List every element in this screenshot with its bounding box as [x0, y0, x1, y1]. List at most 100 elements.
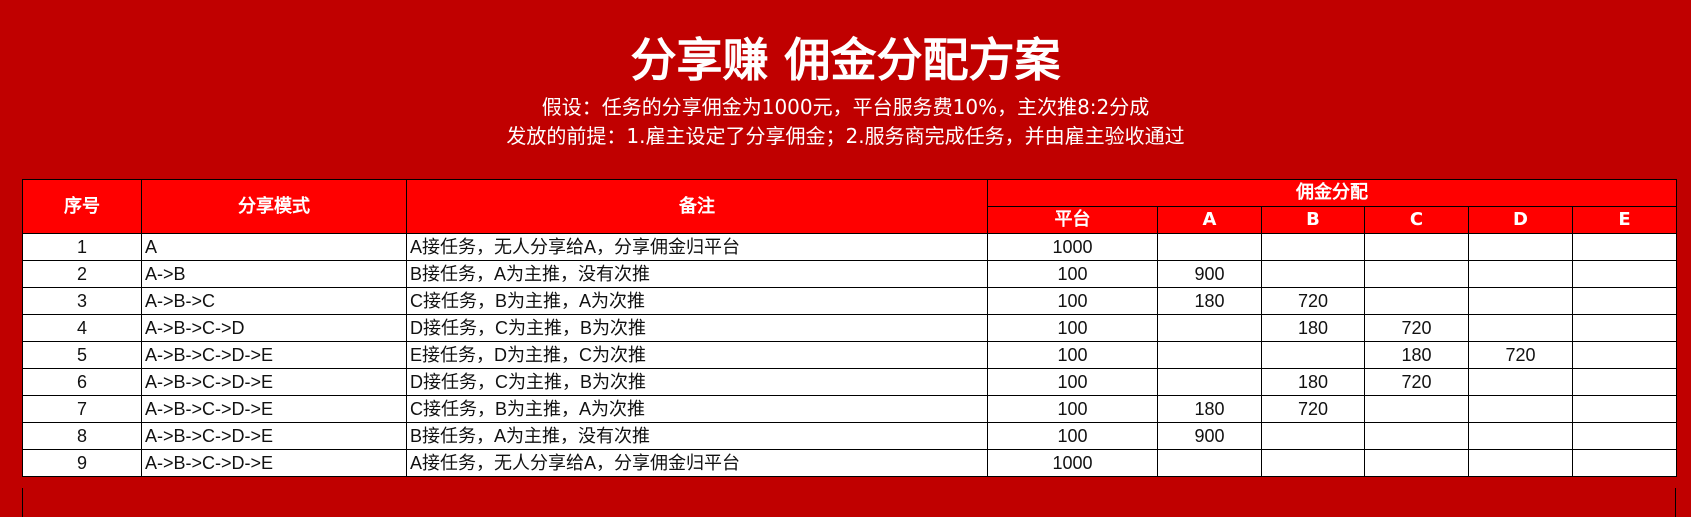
cell-amount-C[interactable] — [1364, 287, 1469, 315]
cell-amount-D[interactable] — [1468, 287, 1573, 315]
cell-amount-A[interactable] — [1157, 233, 1262, 261]
cell-amount-A[interactable]: 180 — [1157, 287, 1262, 315]
cell-mode[interactable]: A->B->C — [141, 287, 407, 315]
header-col-E: E — [1571, 206, 1678, 234]
cell-amount-B[interactable] — [1261, 341, 1365, 369]
cell-index[interactable]: 9 — [22, 449, 142, 477]
cell-amount-D[interactable]: 720 — [1468, 341, 1573, 369]
cell-amount-D[interactable] — [1468, 260, 1573, 288]
cell-amount-平台[interactable]: 100 — [987, 422, 1158, 450]
cell-note[interactable]: B接任务，A为主推，没有次推 — [406, 422, 988, 450]
cell-amount-E[interactable] — [1571, 314, 1678, 342]
cell-amount-A[interactable] — [1157, 449, 1262, 477]
cell-note[interactable]: B接任务，A为主推，没有次推 — [406, 260, 988, 288]
cell-index[interactable]: 1 — [22, 233, 142, 261]
cell-amount-E[interactable] — [1571, 395, 1678, 423]
header-col-B: B — [1261, 206, 1365, 234]
cell-amount-C[interactable]: 720 — [1364, 314, 1469, 342]
cell-amount-平台[interactable]: 100 — [987, 368, 1158, 396]
cell-amount-平台[interactable]: 1000 — [987, 449, 1158, 477]
cell-amount-平台[interactable]: 100 — [987, 314, 1158, 342]
cell-amount-D[interactable] — [1468, 395, 1573, 423]
cell-amount-E[interactable] — [1571, 422, 1678, 450]
cell-amount-C[interactable]: 180 — [1364, 341, 1469, 369]
header-col-D: D — [1468, 206, 1573, 234]
cell-note[interactable]: A接任务，无人分享给A，分享佣金归平台 — [406, 449, 988, 477]
cell-amount-E[interactable] — [1571, 260, 1678, 288]
cell-amount-B[interactable]: 720 — [1261, 287, 1365, 315]
cell-amount-B[interactable] — [1261, 233, 1365, 261]
cell-amount-平台[interactable]: 100 — [987, 287, 1158, 315]
cell-note[interactable]: D接任务，C为主推，B为次推 — [406, 368, 988, 396]
page-title: 分享赚 佣金分配方案 — [630, 33, 1061, 87]
cell-amount-E[interactable] — [1571, 287, 1678, 315]
assumption-text: 假设：任务的分享佣金为1000元，平台服务费10%，主次推8:2分成 — [541, 95, 1150, 119]
cell-amount-B[interactable]: 180 — [1261, 368, 1365, 396]
cell-mode[interactable]: A->B->C->D->E — [141, 449, 407, 477]
table-row: 5 A->B->C->D->E E接任务，D为主推，C为次推 100 180 720 — [22, 341, 1678, 369]
cell-amount-B[interactable] — [1261, 449, 1365, 477]
cell-note[interactable]: D接任务，C为主推，B为次推 — [406, 314, 988, 342]
cell-amount-平台[interactable]: 1000 — [987, 233, 1158, 261]
header-note: 备注 — [406, 179, 988, 234]
cell-amount-E[interactable] — [1571, 233, 1678, 261]
cell-amount-B[interactable]: 720 — [1261, 395, 1365, 423]
cell-amount-A[interactable] — [1157, 314, 1262, 342]
cell-index[interactable]: 2 — [22, 260, 142, 288]
cell-amount-A[interactable]: 900 — [1157, 260, 1262, 288]
cell-mode[interactable]: A->B — [141, 260, 407, 288]
cell-mode[interactable]: A — [141, 233, 407, 261]
cell-mode[interactable]: A->B->C->D->E — [141, 341, 407, 369]
cell-amount-B[interactable] — [1261, 260, 1365, 288]
cell-index[interactable]: 3 — [22, 287, 142, 315]
cell-amount-平台[interactable]: 100 — [987, 395, 1158, 423]
cell-amount-D[interactable] — [1468, 449, 1573, 477]
cell-amount-B[interactable] — [1261, 422, 1365, 450]
cell-index[interactable]: 7 — [22, 395, 142, 423]
cell-index[interactable]: 4 — [22, 314, 142, 342]
cell-note[interactable]: C接任务，B为主推，A为次推 — [406, 395, 988, 423]
cell-index[interactable]: 5 — [22, 341, 142, 369]
footer-band — [22, 488, 1676, 517]
cell-amount-C[interactable] — [1364, 260, 1469, 288]
header-col-A: A — [1157, 206, 1262, 234]
header-commission-group: 佣金分配 — [986, 179, 1678, 207]
cell-amount-E[interactable] — [1571, 449, 1678, 477]
cell-amount-E[interactable] — [1571, 368, 1678, 396]
cell-mode[interactable]: A->B->C->D->E — [141, 368, 407, 396]
cell-amount-A[interactable]: 900 — [1157, 422, 1262, 450]
cell-note[interactable]: E接任务，D为主推，C为次推 — [406, 341, 988, 369]
cell-note[interactable]: A接任务，无人分享给A，分享佣金归平台 — [406, 233, 988, 261]
cell-amount-D[interactable] — [1468, 422, 1573, 450]
cell-amount-A[interactable]: 180 — [1157, 395, 1262, 423]
cell-amount-C[interactable]: 720 — [1364, 368, 1469, 396]
cell-mode[interactable]: A->B->C->D->E — [141, 422, 407, 450]
cell-amount-C[interactable] — [1364, 395, 1469, 423]
table-row: 9 A->B->C->D->E A接任务，无人分享给A，分享佣金归平台 1000 — [22, 449, 1678, 477]
cell-index[interactable]: 8 — [22, 422, 142, 450]
cell-amount-C[interactable] — [1364, 449, 1469, 477]
table-row: 1 A A接任务，无人分享给A，分享佣金归平台 1000 — [22, 233, 1678, 261]
cell-amount-D[interactable] — [1468, 233, 1573, 261]
table-row: 4 A->B->C->D D接任务，C为主推，B为次推 100 180 720 — [22, 314, 1678, 342]
cell-mode[interactable]: A->B->C->D->E — [141, 395, 407, 423]
cell-note[interactable]: C接任务，B为主推，A为次推 — [406, 287, 988, 315]
cell-amount-C[interactable] — [1364, 233, 1469, 261]
cell-amount-D[interactable] — [1468, 368, 1573, 396]
cell-amount-E[interactable] — [1571, 341, 1678, 369]
table-row: 3 A->B->C C接任务，B为主推，A为次推 100 180 720 — [22, 287, 1678, 315]
cell-mode[interactable]: A->B->C->D — [141, 314, 407, 342]
table-row: 7 A->B->C->D->E C接任务，B为主推，A为次推 100 180 720 — [22, 395, 1678, 423]
cell-amount-平台[interactable]: 100 — [987, 260, 1158, 288]
table-row: 8 A->B->C->D->E B接任务，A为主推，没有次推 100 900 — [22, 422, 1678, 450]
cell-amount-C[interactable] — [1364, 422, 1469, 450]
cell-amount-D[interactable] — [1468, 314, 1573, 342]
header-index: 序号 — [22, 179, 142, 234]
cell-amount-A[interactable] — [1157, 368, 1262, 396]
table-row: 2 A->B B接任务，A为主推，没有次推 100 900 — [22, 260, 1678, 288]
cell-amount-A[interactable] — [1157, 341, 1262, 369]
cell-amount-B[interactable]: 180 — [1261, 314, 1365, 342]
cell-index[interactable]: 6 — [22, 368, 142, 396]
cell-amount-平台[interactable]: 100 — [987, 341, 1158, 369]
header-mode: 分享模式 — [141, 179, 407, 234]
